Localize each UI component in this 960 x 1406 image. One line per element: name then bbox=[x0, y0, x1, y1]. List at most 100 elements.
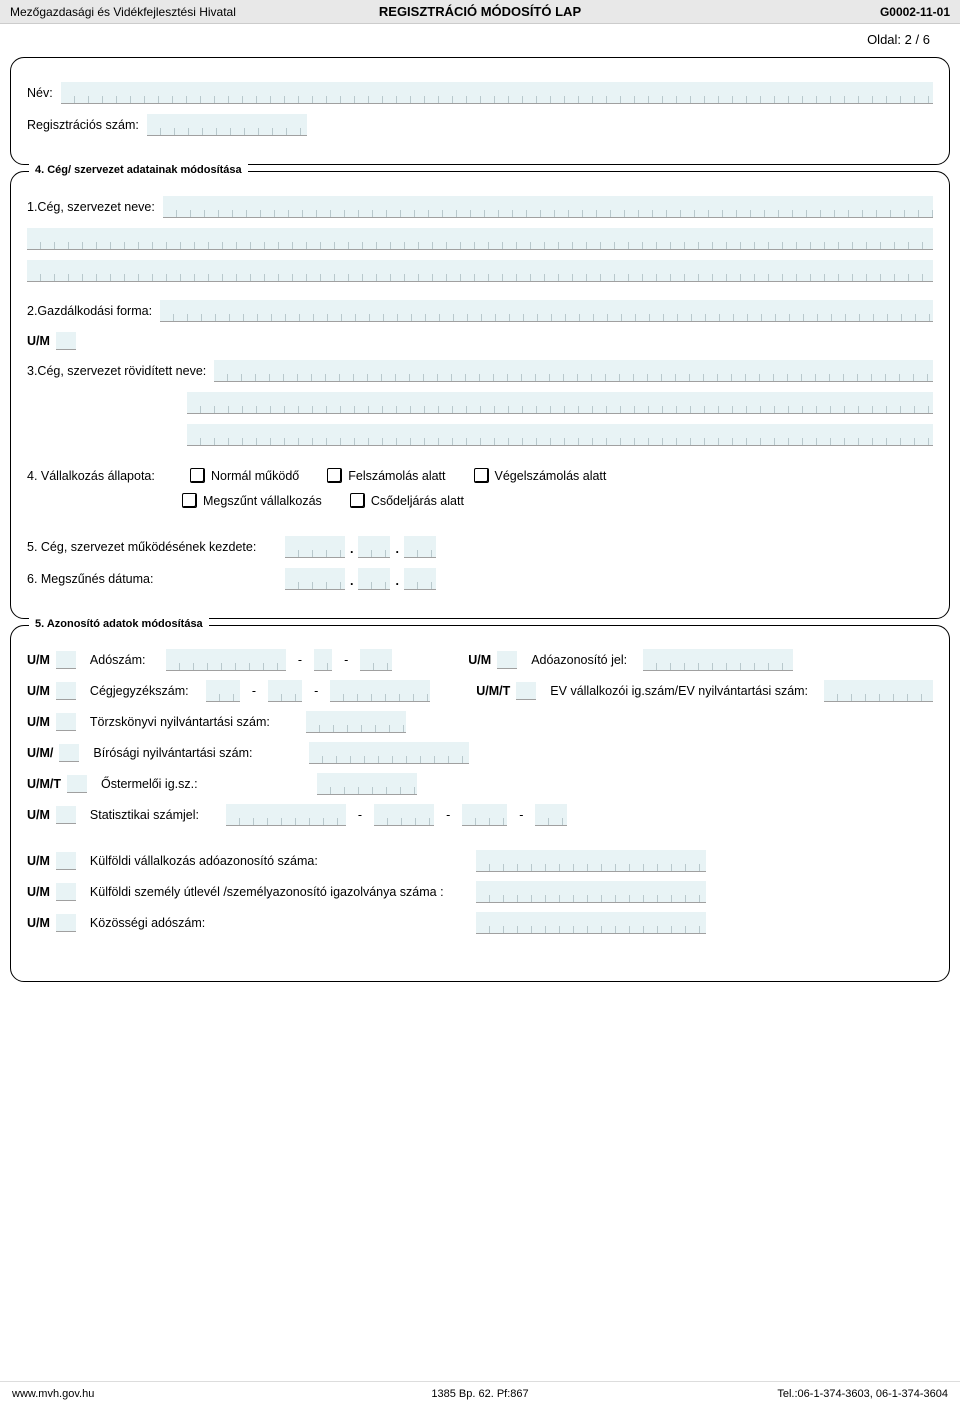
producer-id-input[interactable] bbox=[317, 773, 417, 795]
status-liquidation[interactable]: Felszámolás alatt bbox=[327, 468, 445, 483]
company-name-input-1[interactable] bbox=[163, 196, 933, 218]
stat-code-d[interactable] bbox=[535, 804, 567, 826]
um-box[interactable] bbox=[59, 744, 79, 762]
dot-icon: . bbox=[392, 574, 401, 590]
section5-title: 5. Azonosító adatok módosítása bbox=[29, 618, 209, 630]
um-kulfoldi-szemely: U/M bbox=[27, 883, 76, 901]
umt-ostermeloi: U/M/T bbox=[27, 775, 87, 793]
name-input[interactable] bbox=[61, 82, 933, 104]
dash-icon: - bbox=[442, 808, 454, 822]
checkbox-icon bbox=[182, 493, 197, 508]
foreign-person-id-input[interactable] bbox=[476, 881, 706, 903]
dot-icon: . bbox=[392, 542, 401, 558]
tax-id-input[interactable] bbox=[643, 649, 793, 671]
short-name-input-3[interactable] bbox=[187, 424, 933, 446]
end-month[interactable] bbox=[358, 568, 390, 590]
footer-phone: Tel.:06-1-374-3603, 06-1-374-3604 bbox=[636, 1388, 948, 1400]
footer-url: www.mvh.gov.hu bbox=[12, 1388, 324, 1400]
um-kozossegi: U/M bbox=[27, 914, 76, 932]
eu-tax-input[interactable] bbox=[476, 912, 706, 934]
business-form-label: 2.Gazdálkodási forma: bbox=[27, 304, 152, 318]
page-total: 6 bbox=[923, 32, 930, 47]
company-reg-c[interactable] bbox=[330, 680, 430, 702]
short-name-input-2[interactable] bbox=[187, 392, 933, 414]
um-cegjegyzek: U/M bbox=[27, 682, 76, 700]
dash-icon: - bbox=[340, 653, 352, 667]
ev-number-label: EV vállalkozói ig.szám/EV nyilvántartási… bbox=[550, 684, 808, 698]
checkbox-icon bbox=[474, 468, 489, 483]
company-reg-a[interactable] bbox=[206, 680, 240, 702]
um-box[interactable] bbox=[56, 682, 76, 700]
foreign-company-tax-label: Külföldi vállalkozás adóazonosító száma: bbox=[90, 854, 460, 868]
company-reg-label: Cégjegyzékszám: bbox=[90, 684, 190, 698]
start-month[interactable] bbox=[358, 536, 390, 558]
tax-number-label: Adószám: bbox=[90, 653, 150, 667]
status-terminated[interactable]: Megszűnt vállalkozás bbox=[182, 493, 322, 508]
um-statisztikai: U/M bbox=[27, 806, 76, 824]
stat-code-c[interactable] bbox=[462, 804, 507, 826]
tax-number-b[interactable] bbox=[314, 649, 332, 671]
um-box[interactable] bbox=[56, 806, 76, 824]
status-bankruptcy-label: Csődeljárás alatt bbox=[371, 494, 464, 508]
status-final-settlement-label: Végelszámolás alatt bbox=[495, 469, 607, 483]
tax-id-label: Adóazonosító jel: bbox=[531, 653, 627, 667]
page-footer: www.mvh.gov.hu 1385 Bp. 62. Pf:867 Tel.:… bbox=[0, 1381, 960, 1406]
tax-number-a[interactable] bbox=[166, 649, 286, 671]
company-reg-b[interactable] bbox=[268, 680, 302, 702]
foreign-company-tax-input[interactable] bbox=[476, 850, 706, 872]
um-box[interactable] bbox=[56, 713, 76, 731]
tax-number-c[interactable] bbox=[360, 649, 392, 671]
page-label: Oldal: bbox=[867, 32, 901, 47]
short-name-input-1[interactable] bbox=[214, 360, 933, 382]
short-name-label: 3.Cég, szervezet rövidített neve: bbox=[27, 364, 206, 378]
end-year[interactable] bbox=[285, 568, 345, 590]
footer-address: 1385 Bp. 62. Pf:867 bbox=[324, 1388, 636, 1400]
ev-number-input[interactable] bbox=[824, 680, 933, 702]
end-date-input[interactable]: . . bbox=[285, 568, 436, 590]
status-final-settlement[interactable]: Végelszámolás alatt bbox=[474, 468, 607, 483]
company-status-label: 4. Vállalkozás állapota: bbox=[27, 469, 182, 483]
agency-name: Mezőgazdasági és Vidékfejlesztési Hivata… bbox=[10, 5, 379, 19]
name-label: Név: bbox=[27, 86, 53, 100]
court-reg-label: Bírósági nyilvántartási szám: bbox=[93, 746, 293, 760]
start-day[interactable] bbox=[404, 536, 436, 558]
um-box[interactable] bbox=[67, 775, 87, 793]
status-bankruptcy[interactable]: Csődeljárás alatt bbox=[350, 493, 464, 508]
dash-icon: - bbox=[294, 653, 306, 667]
court-reg-input[interactable] bbox=[309, 742, 469, 764]
status-normal[interactable]: Normál működő bbox=[190, 468, 299, 483]
um-box[interactable] bbox=[497, 651, 517, 669]
um-torzskonyvi: U/M bbox=[27, 713, 76, 731]
checkbox-icon bbox=[327, 468, 342, 483]
regnum-label: Regisztrációs szám: bbox=[27, 118, 139, 132]
checkbox-icon bbox=[350, 493, 365, 508]
form-title: REGISZTRÁCIÓ MÓDOSÍTÓ LAP bbox=[379, 4, 581, 19]
section5-panel: 5. Azonosító adatok módosítása U/M Adósz… bbox=[10, 625, 950, 982]
um-box[interactable] bbox=[516, 682, 536, 700]
stat-code-a[interactable] bbox=[226, 804, 346, 826]
end-day[interactable] bbox=[404, 568, 436, 590]
foreign-person-id-label: Külföldi személy útlevél /személyazonosí… bbox=[90, 885, 460, 899]
identity-panel: Név: Regisztrációs szám: bbox=[10, 57, 950, 165]
start-year[interactable] bbox=[285, 536, 345, 558]
um-box[interactable] bbox=[56, 852, 76, 870]
um-box[interactable] bbox=[56, 651, 76, 669]
business-form-input[interactable] bbox=[160, 300, 933, 322]
status-terminated-label: Megszűnt vállalkozás bbox=[203, 494, 322, 508]
regnum-input[interactable] bbox=[147, 114, 307, 136]
start-date-label: 5. Cég, szervezet működésének kezdete: bbox=[27, 540, 277, 554]
company-name-input-2[interactable] bbox=[27, 228, 933, 250]
company-name-input-3[interactable] bbox=[27, 260, 933, 282]
start-date-input[interactable]: . . bbox=[285, 536, 436, 558]
um-box[interactable] bbox=[56, 914, 76, 932]
dash-icon: - bbox=[515, 808, 527, 822]
um-box[interactable] bbox=[56, 332, 76, 350]
um-label: U/M bbox=[27, 334, 50, 348]
registry-input[interactable] bbox=[306, 711, 406, 733]
stat-code-b[interactable] bbox=[374, 804, 434, 826]
um-adoazonosito: U/M bbox=[468, 651, 517, 669]
um-adoszam: U/M bbox=[27, 651, 76, 669]
um-box[interactable] bbox=[56, 883, 76, 901]
um-indicator: U/M bbox=[27, 332, 76, 350]
um-birosagi: U/M/ bbox=[27, 744, 79, 762]
